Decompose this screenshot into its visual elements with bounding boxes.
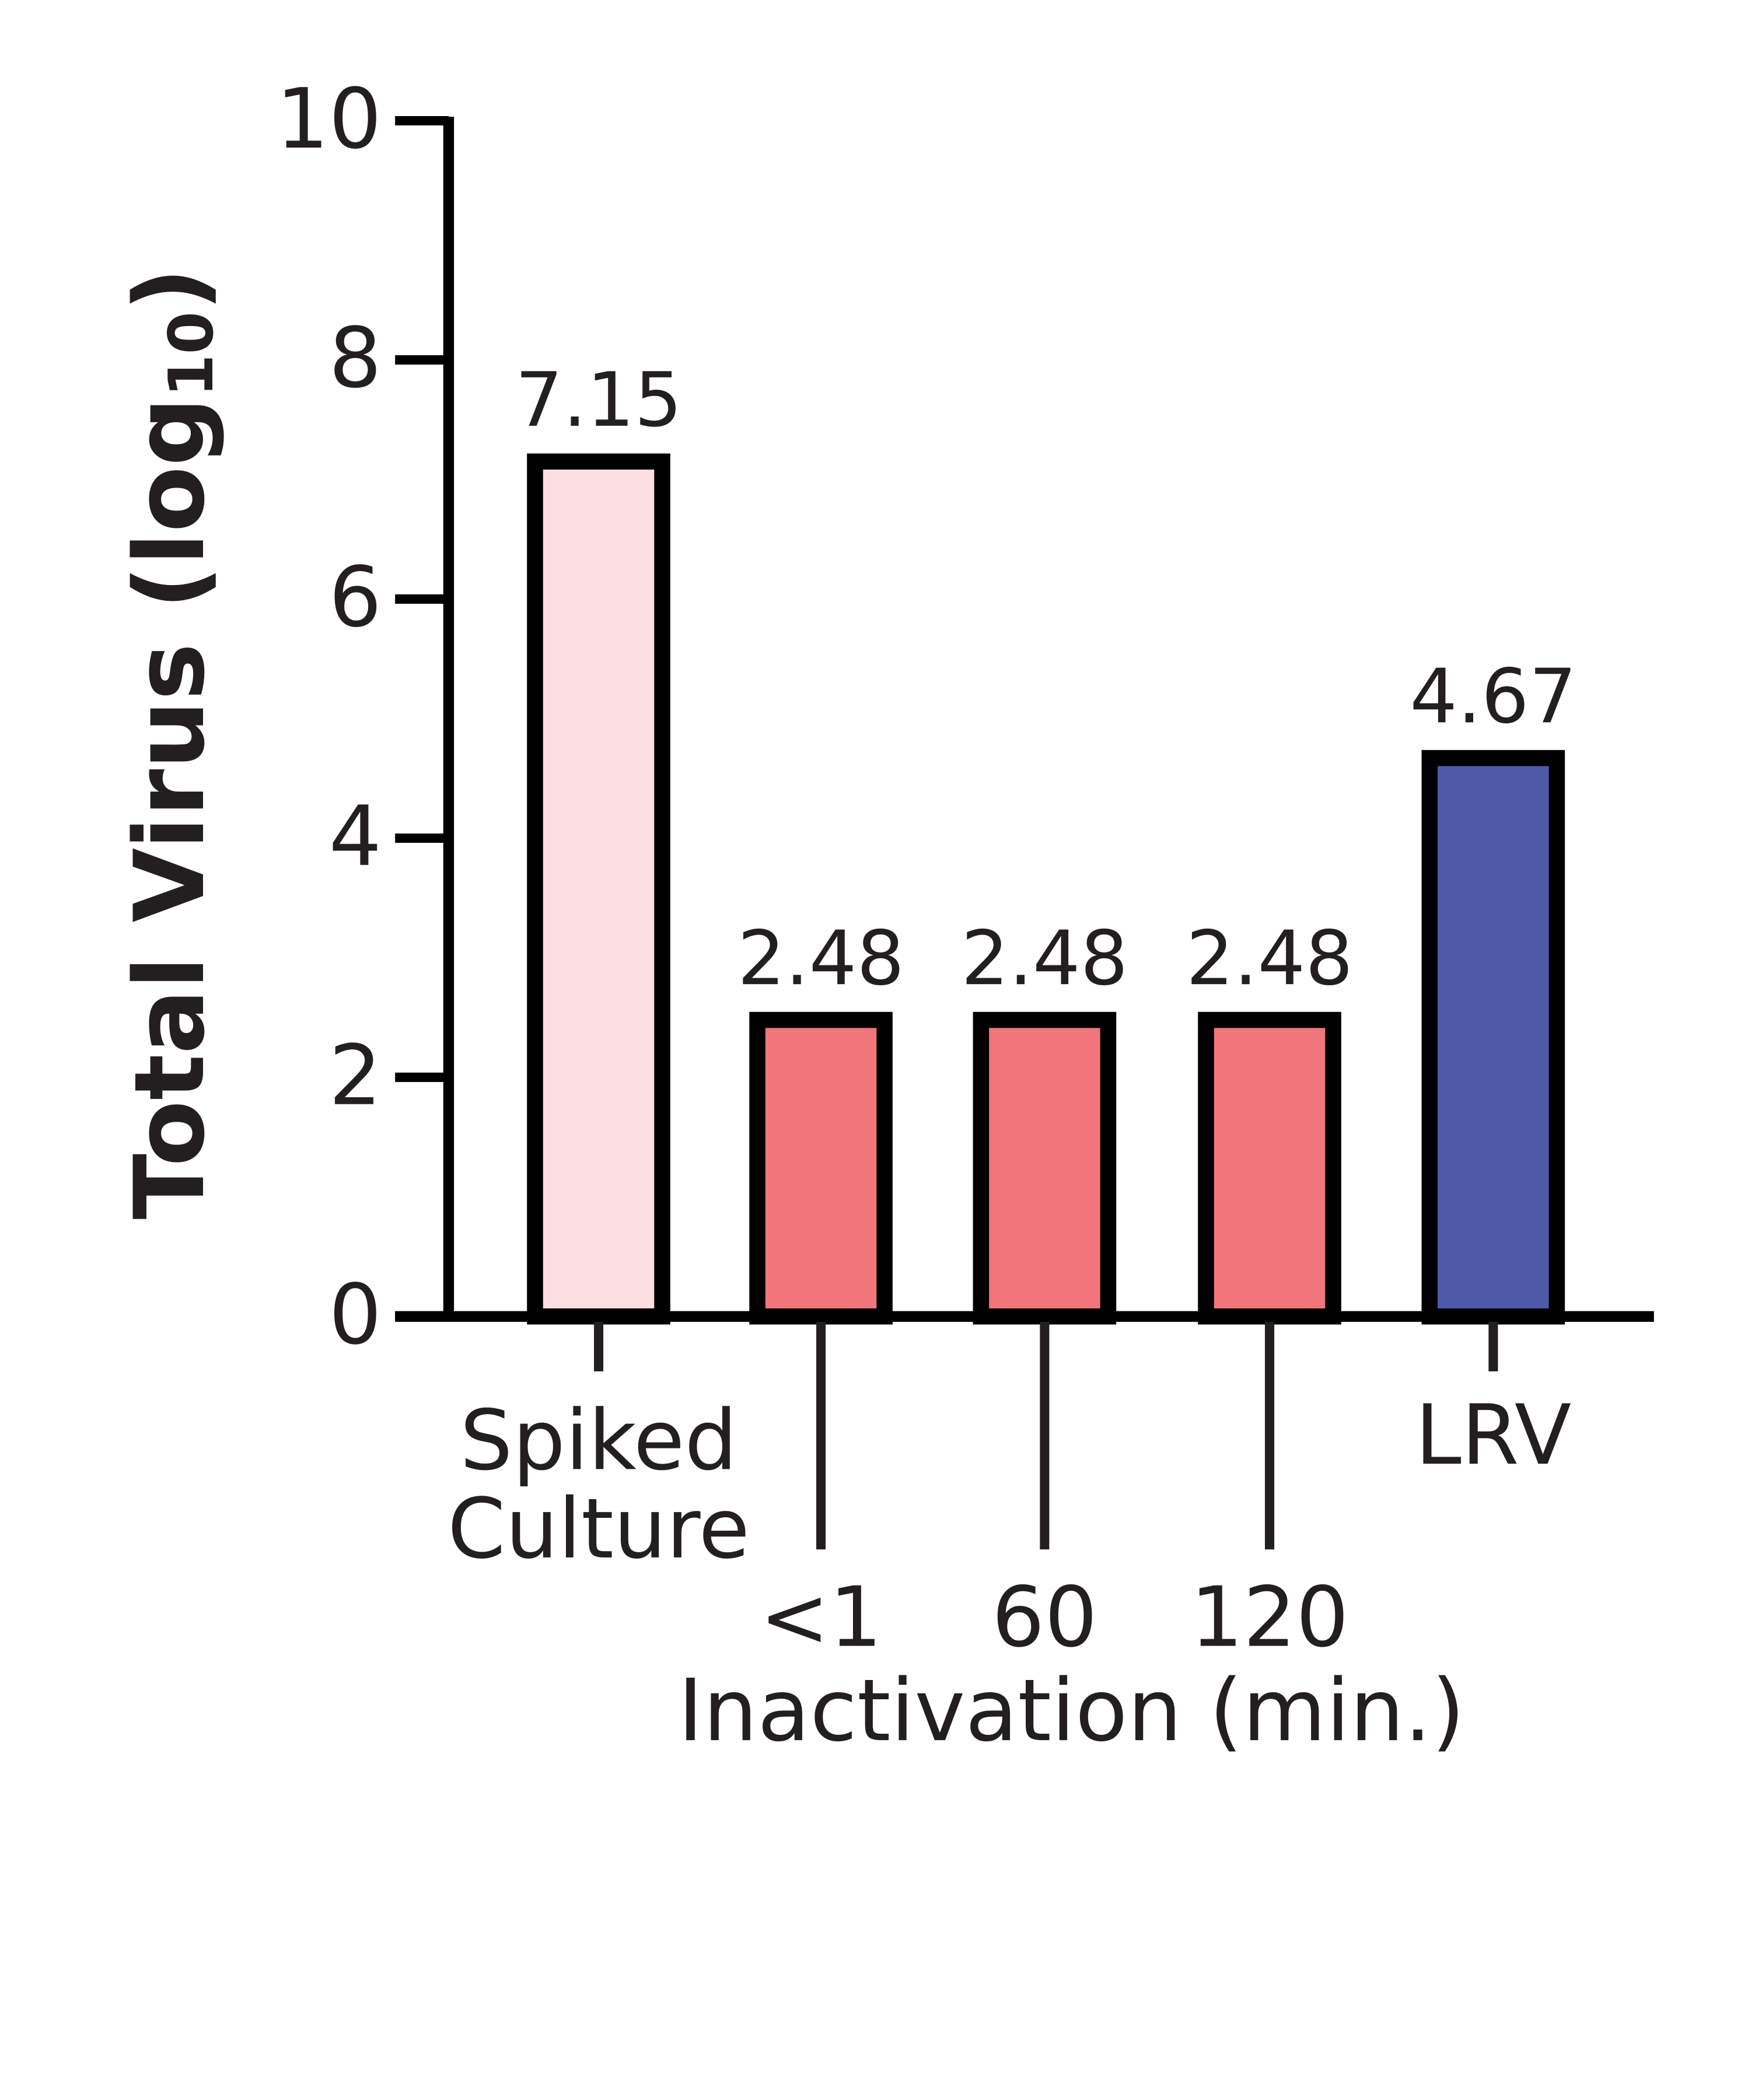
- x-tick-label: 120: [1190, 1569, 1349, 1665]
- value-label: 2.48: [1186, 915, 1353, 1002]
- x-tick-label: Spiked Culture: [448, 1392, 750, 1577]
- y-tick-label: 6: [329, 549, 382, 646]
- x-tick-label-line: Culture: [448, 1480, 750, 1577]
- y-tick-label: 8: [329, 310, 382, 407]
- value-label: 7.15: [515, 357, 682, 444]
- x-tick-label: 60: [992, 1569, 1097, 1665]
- x-tick-label: <1: [760, 1569, 882, 1665]
- y-axis-label: Total Virus (log10): [114, 267, 227, 1219]
- y-axis-label-subscript: 10: [155, 312, 227, 397]
- x-axis-label: Inactivation (min.): [678, 1661, 1465, 1760]
- value-label: 4.67: [1410, 653, 1576, 740]
- y-tick-label: 0: [329, 1266, 382, 1363]
- y-axis-label-end: ): [114, 267, 226, 312]
- x-tick-label-line: Spiked: [460, 1392, 737, 1489]
- bar: [1198, 1012, 1341, 1325]
- y-tick-label: 4: [329, 788, 382, 885]
- value-label: 2.48: [961, 915, 1128, 1002]
- bar: [973, 1012, 1117, 1325]
- y-tick-label: 2: [329, 1027, 382, 1124]
- bar: [1421, 750, 1565, 1325]
- y-tick-label: 10: [276, 71, 382, 167]
- bar: [749, 1012, 893, 1325]
- bar: [527, 453, 670, 1325]
- value-label: 2.48: [737, 915, 904, 1002]
- x-tick-label: LRV: [1415, 1387, 1571, 1483]
- y-axis-label-main: Total Virus (log: [114, 397, 226, 1220]
